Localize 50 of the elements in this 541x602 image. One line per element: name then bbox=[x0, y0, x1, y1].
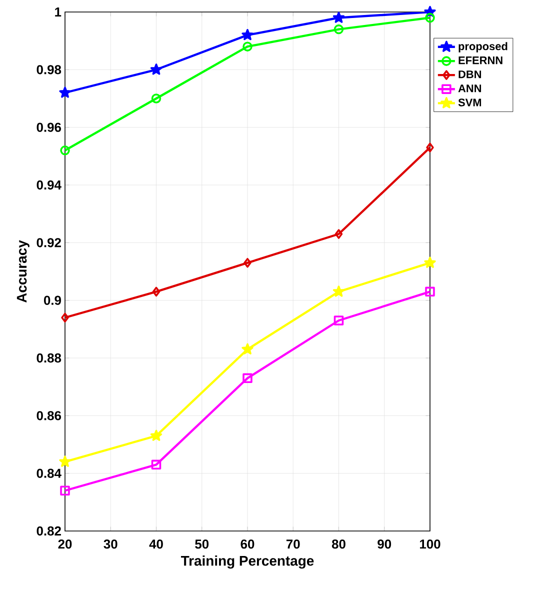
point bbox=[60, 146, 70, 156]
point bbox=[60, 486, 70, 496]
point bbox=[152, 286, 160, 297]
point bbox=[242, 343, 254, 354]
x-tick-label: 100 bbox=[420, 539, 440, 549]
point bbox=[425, 12, 435, 23]
x-tick-label: 80 bbox=[332, 539, 346, 549]
legend-label: EFERNN bbox=[458, 56, 502, 64]
y-tick-label: 0.92 bbox=[36, 238, 61, 248]
point bbox=[242, 28, 254, 40]
x-tick-label: 20 bbox=[58, 539, 72, 549]
point bbox=[332, 286, 345, 297]
y-tick-label: 1 bbox=[55, 8, 62, 16]
x-tick-label: 40 bbox=[149, 539, 163, 549]
legend-label: ANN bbox=[458, 84, 482, 92]
point bbox=[59, 86, 71, 98]
x-tick-label: 70 bbox=[286, 539, 300, 549]
point bbox=[242, 373, 252, 384]
point bbox=[334, 316, 344, 326]
point bbox=[150, 64, 162, 75]
y-tick-label: 0.82 bbox=[36, 526, 61, 536]
y-tick-label: 0.96 bbox=[36, 122, 62, 132]
point bbox=[425, 286, 435, 297]
x-tick-label: 90 bbox=[378, 539, 392, 549]
point bbox=[151, 460, 162, 470]
point bbox=[59, 456, 71, 467]
point bbox=[151, 94, 162, 104]
point bbox=[242, 42, 252, 52]
y-tick-label: 0.9 bbox=[44, 296, 61, 305]
legend-label: SVM bbox=[458, 98, 482, 106]
point bbox=[332, 12, 345, 23]
y-tick-label: 0.94 bbox=[36, 180, 62, 190]
x-tick-label: 30 bbox=[104, 539, 118, 549]
y-axis-title: Accuracy bbox=[16, 240, 30, 303]
x-axis-title: Training Percentage bbox=[180, 556, 314, 569]
point bbox=[334, 24, 344, 34]
point bbox=[150, 430, 162, 441]
x-tick-label: 50 bbox=[195, 539, 209, 549]
x-tick-label: 60 bbox=[240, 539, 254, 549]
point bbox=[61, 312, 69, 323]
point bbox=[244, 258, 252, 268]
y-tick-label: 0.86 bbox=[36, 411, 62, 420]
y-tick-label: 0.98 bbox=[36, 65, 62, 74]
point bbox=[424, 256, 436, 268]
y-tick-label: 0.84 bbox=[36, 468, 62, 478]
point bbox=[426, 142, 434, 152]
point bbox=[334, 229, 343, 239]
y-tick-label: 0.88 bbox=[36, 353, 62, 363]
legend-label: DBN bbox=[458, 70, 482, 78]
legend-label: proposed bbox=[458, 42, 508, 52]
